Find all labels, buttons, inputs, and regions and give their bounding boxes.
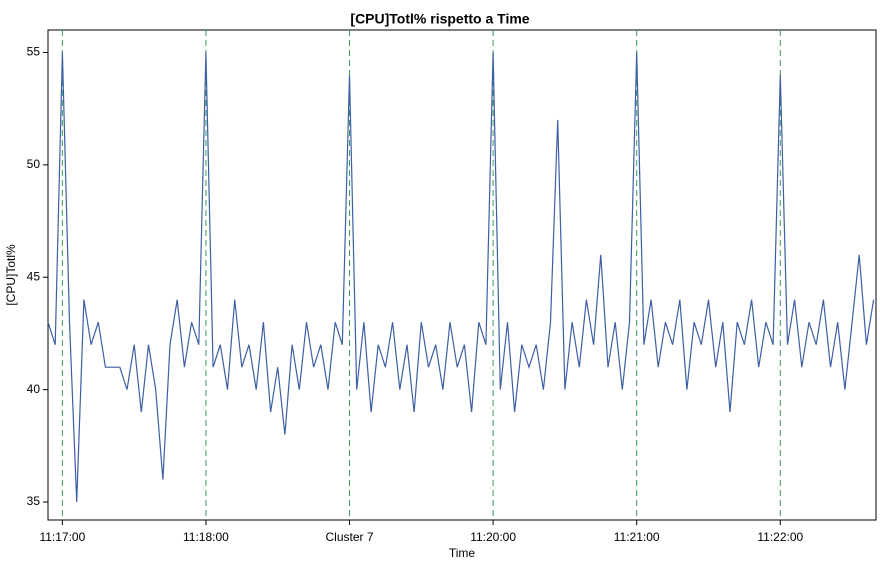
y-tick-label: 55 [27, 45, 41, 59]
y-axis-label: [CPU]Totl% [4, 244, 18, 306]
x-axis-label: Time [449, 546, 476, 560]
x-tick-label: 11:22:00 [757, 530, 803, 544]
y-tick-label: 35 [27, 494, 41, 508]
x-tick-label: 11:17:00 [39, 530, 85, 544]
y-tick-label: 40 [27, 382, 41, 396]
x-tick-label: Cluster 7 [326, 530, 374, 544]
x-tick-label: 11:21:00 [614, 530, 660, 544]
data-line [47, 52, 875, 503]
plot-area [47, 29, 877, 521]
y-tick-label: 45 [27, 269, 41, 283]
chart-title: [CPU]Totl% rispetto a Time [350, 11, 529, 27]
y-tick-label: 50 [27, 157, 41, 171]
x-tick-label: 11:18:00 [183, 530, 229, 544]
x-tick-label: 11:20:00 [470, 530, 516, 544]
